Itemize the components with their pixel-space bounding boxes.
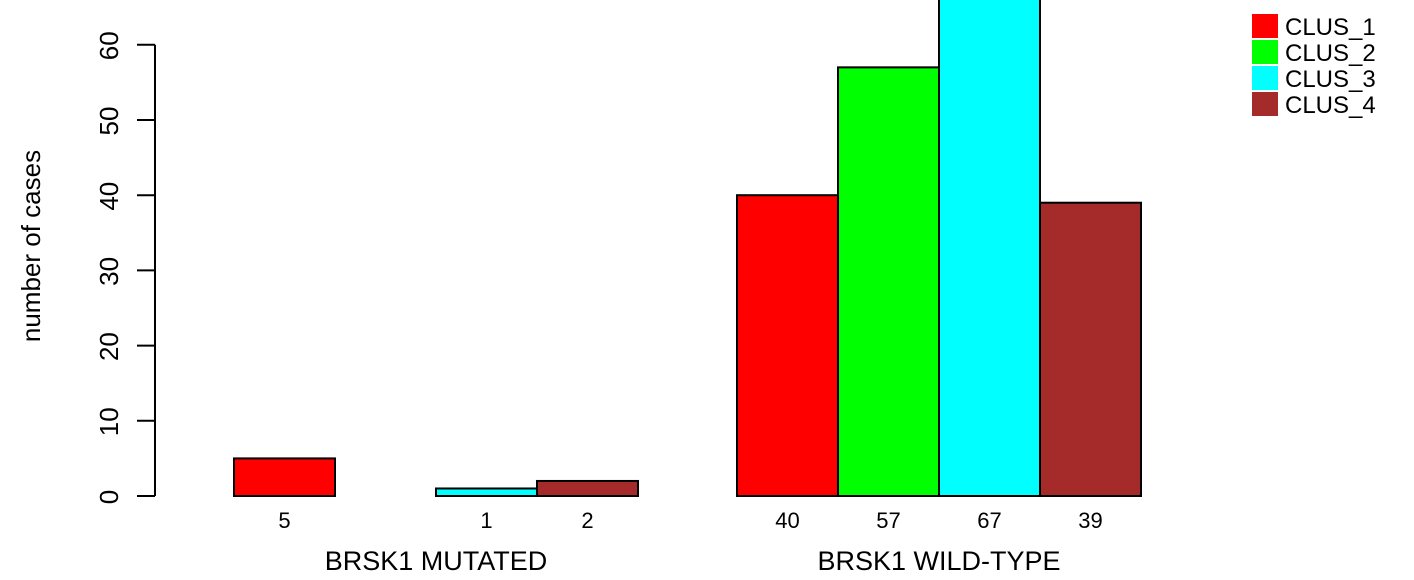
legend-label: CLUS_1 <box>1285 14 1376 41</box>
bar-clus-4 <box>536 479 639 497</box>
legend-label: CLUS_2 <box>1285 40 1376 67</box>
legend-swatch <box>1252 40 1278 64</box>
group-label: BRSK1 WILD-TYPE <box>817 546 1060 576</box>
bar-clus-1 <box>233 457 336 497</box>
bars-layer <box>233 0 1142 498</box>
y-tick-label: 60 <box>94 31 124 60</box>
legend-swatch <box>1252 92 1278 116</box>
bar-value-label: 39 <box>1078 508 1102 533</box>
bar-value-label: 57 <box>876 508 900 533</box>
legend-label: CLUS_4 <box>1285 92 1376 119</box>
bar-clus-3 <box>938 0 1041 497</box>
y-axis-label: number of cases <box>16 150 46 342</box>
y-tick-label: 40 <box>94 182 124 211</box>
group-label: BRSK1 MUTATED <box>325 546 548 576</box>
legend-swatch <box>1252 14 1278 38</box>
group-labels: BRSK1 MUTATED BRSK1 WILD-TYPE <box>325 546 1061 576</box>
y-tick-label: 50 <box>94 107 124 136</box>
bar-clus-4 <box>1039 201 1142 497</box>
value-labels: 5 1 2 40 57 67 39 <box>278 508 1102 533</box>
bar-clus-1 <box>736 194 839 497</box>
y-tick-label: 0 <box>94 490 124 504</box>
bar-value-label: 40 <box>775 508 799 533</box>
legend-label: CLUS_3 <box>1285 66 1376 93</box>
bar-value-label: 2 <box>581 508 593 533</box>
bar-clus-2 <box>837 66 940 498</box>
y-tick-label: 10 <box>94 407 124 436</box>
bar-value-label: 67 <box>977 508 1001 533</box>
y-tick-label: 20 <box>94 332 124 361</box>
y-axis: 0 10 20 30 40 50 60 <box>94 31 156 504</box>
bar-value-label: 5 <box>278 508 290 533</box>
y-tick-label: 30 <box>94 257 124 286</box>
bar-clus-3 <box>435 487 538 498</box>
legend-swatch <box>1252 66 1278 90</box>
bar-value-label: 1 <box>480 508 492 533</box>
